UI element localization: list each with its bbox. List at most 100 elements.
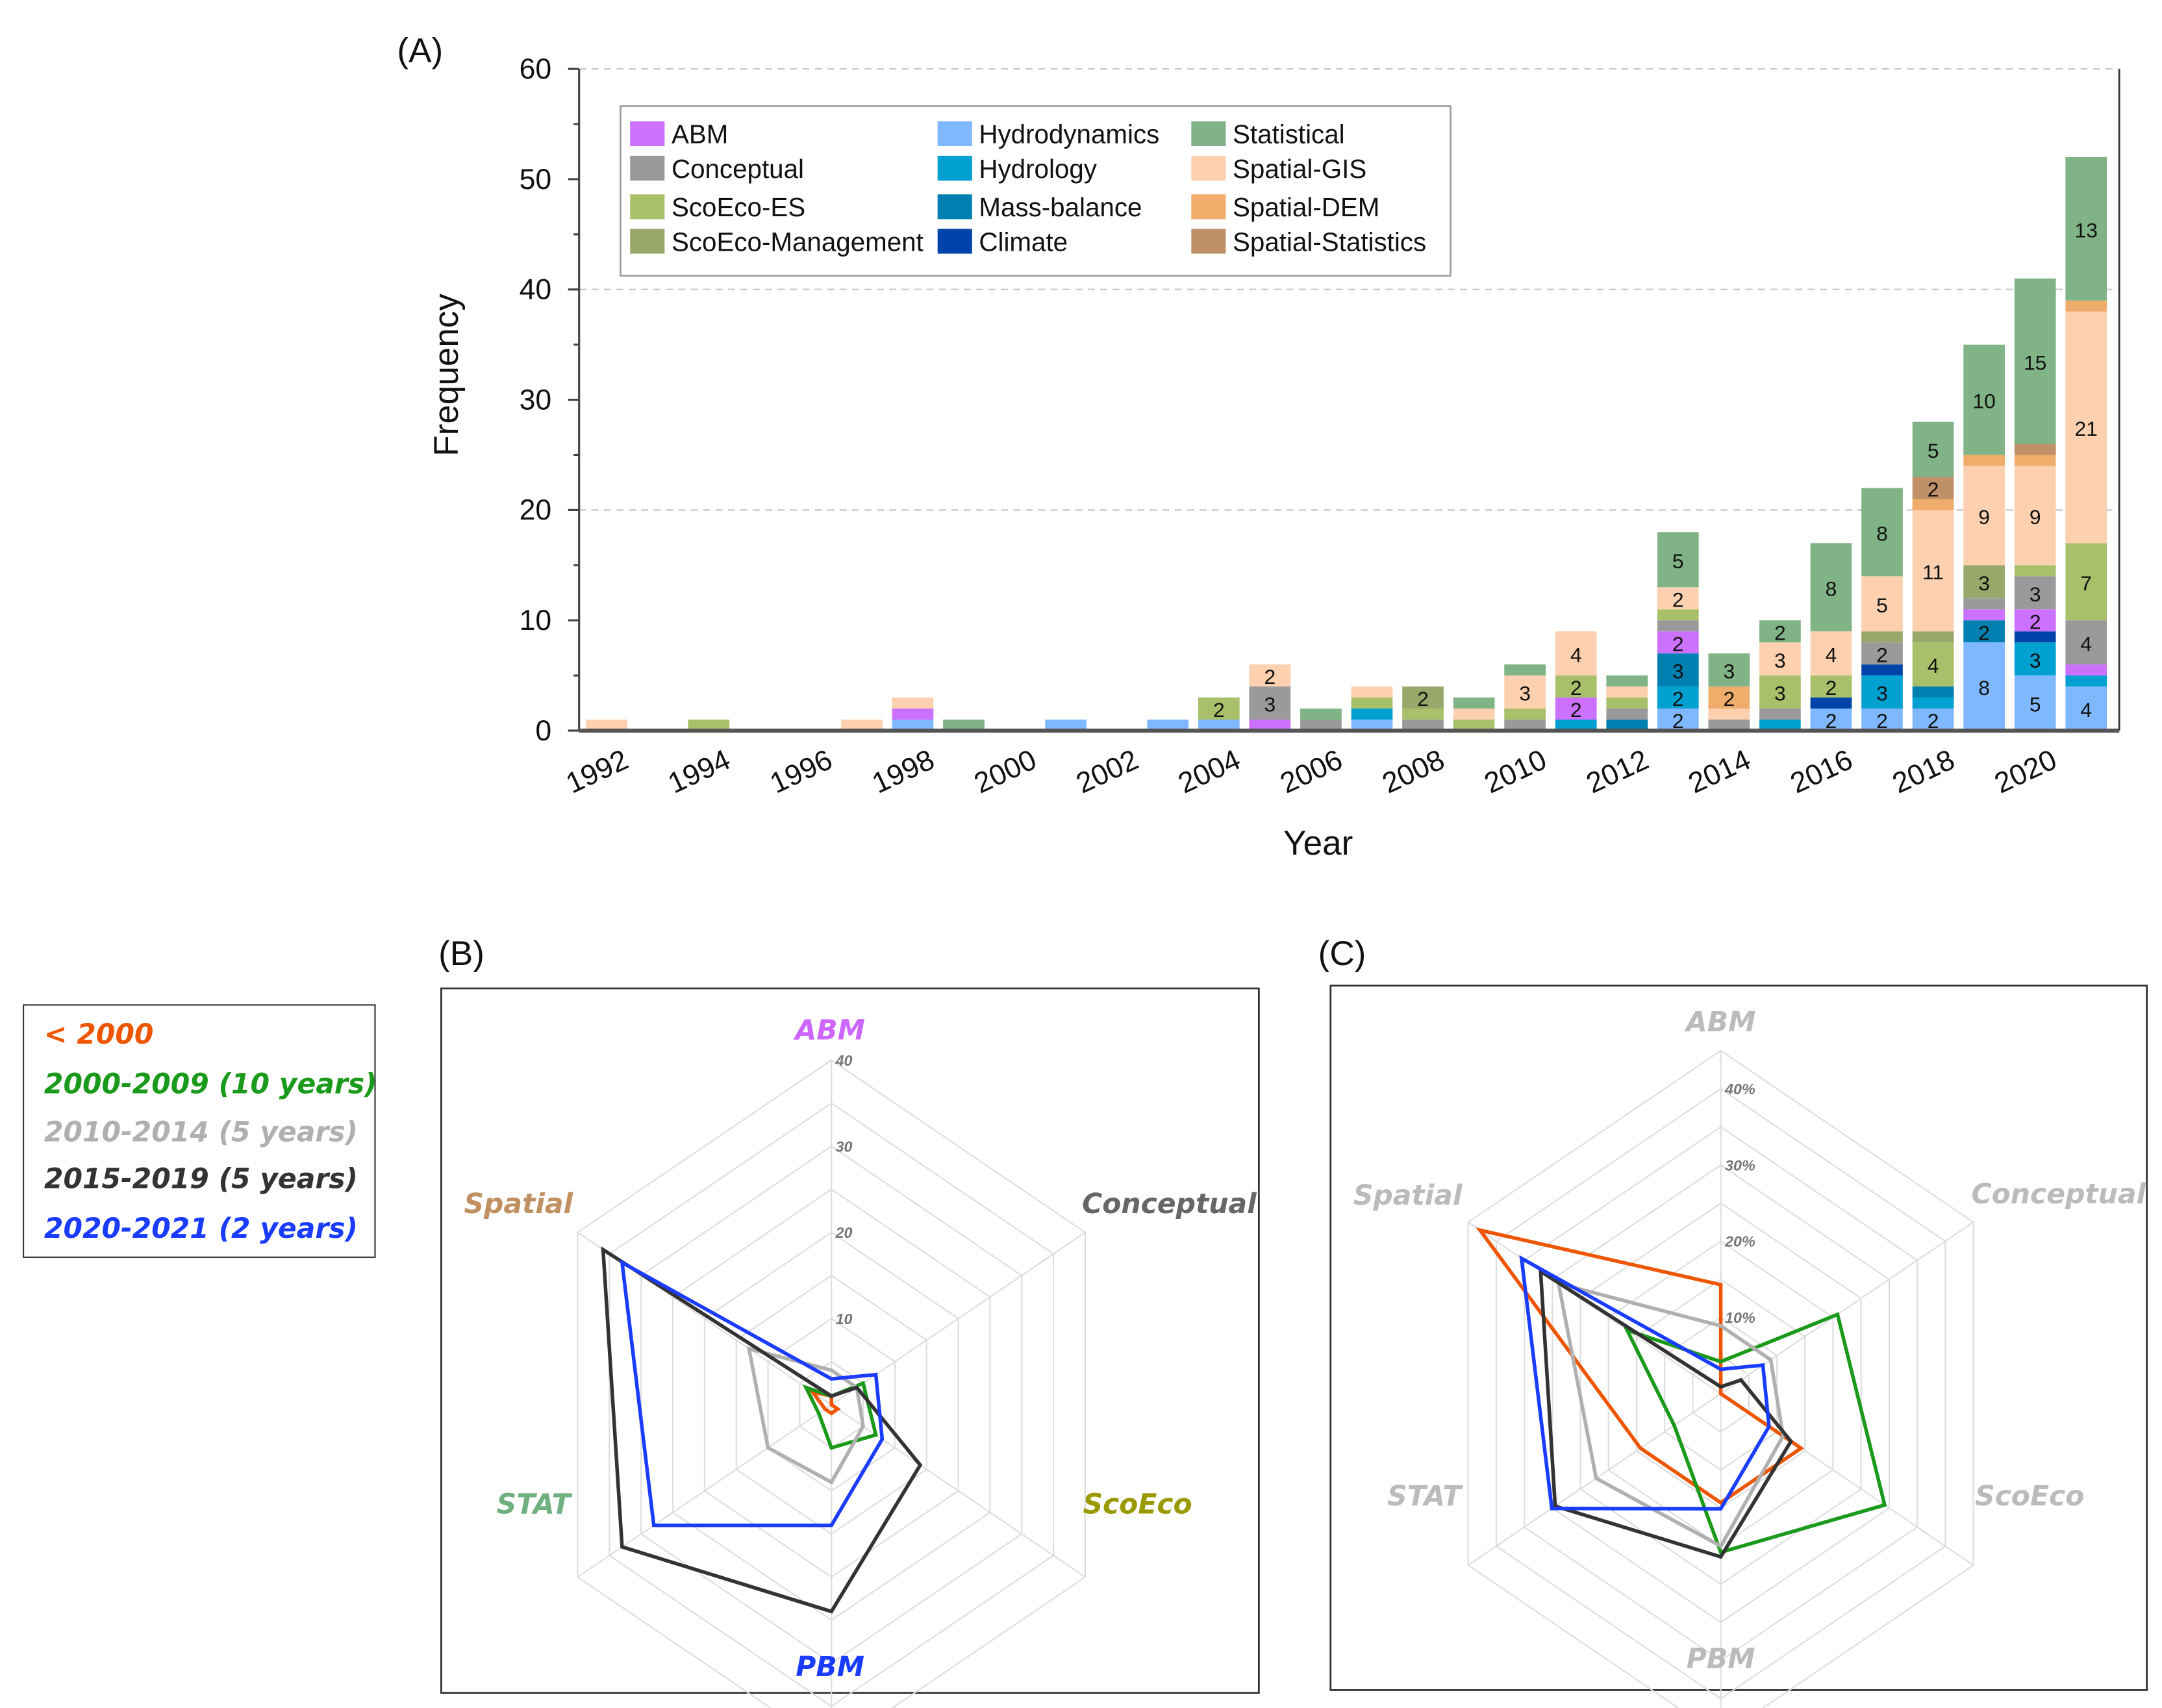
legend-box — [620, 105, 1452, 277]
legend-label: Spatial-DEM — [1233, 192, 1379, 222]
data-label: 2 — [1826, 709, 1837, 733]
x-tick-label: 1996 — [765, 744, 837, 799]
bar-segment — [1606, 675, 1648, 687]
bar-segment — [1861, 642, 1903, 665]
period-legend-item: 2020-2021 (2 years) — [44, 1213, 358, 1245]
x-tick-label: 2018 — [1888, 744, 1960, 799]
bar-segment — [1198, 697, 1240, 720]
bar-segment — [2065, 311, 2107, 544]
bar-segment — [1708, 686, 1750, 709]
x-tick-label: 2002 — [1072, 744, 1144, 799]
data-label: 7 — [2080, 571, 2092, 595]
bar-segment — [1402, 709, 1444, 720]
data-label: 13 — [2075, 218, 2098, 242]
legend-swatch — [1191, 229, 1226, 254]
bar-segment — [1963, 466, 2005, 566]
panel-label-a: (A) — [397, 32, 443, 70]
radar-axis-label-stat: STAT — [497, 1489, 573, 1521]
panel-label-b: (B) — [438, 935, 484, 973]
data-label: 5 — [2030, 693, 2041, 716]
bar-segment — [2065, 686, 2107, 731]
radar-axis-label-spatial: Spatial — [1353, 1180, 1463, 1212]
radar-series-line — [802, 1381, 878, 1450]
bar-segment — [892, 697, 934, 709]
bar-segment — [1555, 631, 1597, 676]
bar-segment — [2065, 157, 2107, 301]
bar-segment — [1402, 720, 1444, 731]
radar-series-line — [601, 1246, 923, 1614]
period-legend-item: 2015-2019 (5 years) — [44, 1164, 358, 1196]
bar-segment — [1963, 598, 2005, 610]
data-label: 2 — [1213, 698, 1225, 722]
bar-segment — [1402, 686, 1444, 709]
x-tick-label: 2020 — [1990, 744, 2062, 799]
bar-segment — [1198, 720, 1240, 731]
x-tick-label: 1992 — [561, 744, 633, 799]
bar-segment — [1759, 720, 1801, 731]
bar-segment — [1504, 709, 1546, 720]
bar-segment — [1708, 720, 1750, 731]
bar-segment — [1657, 686, 1699, 709]
data-label: 8 — [1978, 676, 1990, 699]
data-label: 2 — [1672, 687, 1684, 710]
period-legend-item: 2000-2009 (10 years) — [44, 1068, 377, 1100]
bar-segment — [1555, 720, 1597, 731]
bar-segment — [1963, 609, 2005, 621]
x-tick-label: 2008 — [1377, 744, 1450, 799]
bar-segment — [1861, 664, 1903, 676]
legend-label: Hydrology — [979, 154, 1097, 184]
radar-chart-c: 10% 20% 30% 40% ABM Conceptual ScoEco PBM STAT Sp… — [1353, 1007, 2146, 1708]
radar-tick-label: 40% — [1724, 1081, 1755, 1098]
radar-axis — [577, 1404, 832, 1578]
legend-label: ScoEco-Management — [672, 227, 924, 257]
bar-segment — [1861, 675, 1903, 709]
bar-segment — [2014, 565, 2056, 577]
bar-segment — [1912, 631, 1954, 643]
legend-label: Conceptual — [672, 154, 804, 184]
legend-label: Statistical — [1233, 119, 1345, 149]
data-label: 2 — [1570, 676, 1582, 699]
y-tick-label: 20 — [520, 494, 552, 526]
y-tick-label: 30 — [520, 384, 552, 416]
radar-tick-label: 40 — [835, 1052, 853, 1069]
bar-segment — [1759, 675, 1801, 709]
bar-segment — [1657, 587, 1699, 610]
radar-axis-label-pbm: PBM — [796, 1651, 864, 1683]
legend-swatch — [630, 194, 665, 220]
data-label: 3 — [1723, 660, 1735, 683]
legend-swatch — [937, 229, 972, 254]
radar-axis-label-scoeco: ScoEco — [1083, 1489, 1192, 1521]
bar-segment — [2014, 642, 2056, 676]
data-label: 2 — [1723, 687, 1735, 710]
bar-segment — [1861, 576, 1903, 632]
bar-segment — [2014, 444, 2056, 455]
bar-segment — [1708, 653, 1750, 687]
data-label: 2 — [1417, 687, 1429, 710]
bar-segment — [1963, 620, 2005, 643]
radar-axis-label-conceptual: Conceptual — [1971, 1179, 2146, 1211]
bar-segment — [1912, 510, 1954, 632]
legend-swatch — [630, 155, 665, 181]
data-label: 4 — [1826, 643, 1837, 666]
radar-c-frame — [1329, 985, 2148, 1691]
radar-chart-b: 10 20 30 40 ABM Conceptual ScoEco PBM STAT Spatia… — [464, 1015, 1257, 1708]
y-tick-label: 60 — [520, 53, 552, 85]
data-label: 2 — [1672, 588, 1684, 611]
data-label: 3 — [1774, 682, 1786, 705]
bar-segment — [2065, 543, 2107, 621]
legend-swatch — [630, 121, 665, 147]
y-tick-label: 40 — [520, 274, 552, 306]
bar-segment — [2014, 675, 2056, 731]
legend-label: Climate — [979, 227, 1068, 257]
bar-segment — [1606, 697, 1648, 709]
data-label: 3 — [1978, 571, 1990, 595]
bar-segment — [1657, 653, 1699, 687]
bar-segment — [1963, 344, 2005, 455]
bar-segment — [2014, 466, 2056, 566]
x-axis-title: Year — [1283, 824, 1353, 862]
legend-label: Mass-balance — [979, 192, 1142, 222]
bar-segment — [1555, 675, 1597, 698]
bar-segment — [1249, 686, 1291, 720]
radar-series-line — [808, 1388, 841, 1416]
